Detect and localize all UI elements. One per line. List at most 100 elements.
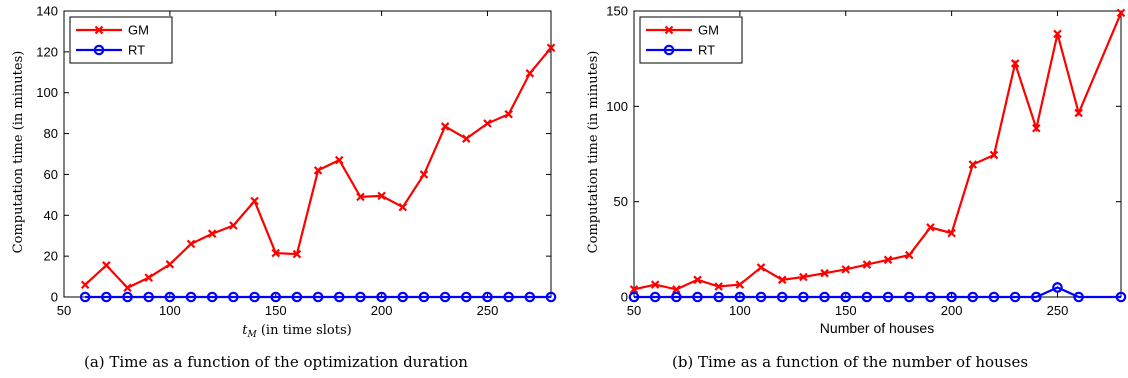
chart-b-series-gm-point xyxy=(947,228,956,238)
chart-b-series-gm-point xyxy=(672,285,681,294)
chart-a-y-tick-label: 60 xyxy=(44,167,58,182)
chart-a-y-tick-label: 120 xyxy=(36,44,58,59)
chart-b-y-tick-label: 100 xyxy=(606,99,628,114)
chart-b-series-rt-point xyxy=(840,291,852,303)
chart-a-legend-swatch-rt xyxy=(76,44,122,56)
chart-a-legend-label-gm: GM xyxy=(128,23,149,38)
chart-a-series-gm-point xyxy=(440,122,450,131)
chart-a-y-tick-label: 20 xyxy=(44,249,58,264)
chart-a-series-gm-point xyxy=(462,134,471,143)
chart-b-caption: (b) Time as a function of the number of … xyxy=(672,353,1028,371)
chart-b-series-gm-point xyxy=(777,275,787,285)
chart-a-series-rt-point xyxy=(461,291,472,303)
chart-b-series-gm-point xyxy=(1074,108,1083,118)
chart-b-series-gm-point xyxy=(926,223,935,232)
chart-b-series-rt-point xyxy=(1052,282,1063,293)
chart-b-legend-swatch-gm xyxy=(646,25,692,35)
chart-b-series-gm-point xyxy=(968,160,978,169)
chart-a-series-rt-point xyxy=(143,291,154,303)
chart-a-y-tick-label: 40 xyxy=(44,208,58,223)
chart-a-legend-box xyxy=(69,16,173,64)
chart-b-x-tick-label: 200 xyxy=(941,303,963,318)
chart-a-series-rt-point xyxy=(185,291,197,303)
chart-a-x-tick-label: 250 xyxy=(477,303,499,318)
chart-b-series-rt-point xyxy=(946,291,957,303)
chart-a-series-gm-point xyxy=(144,273,153,282)
chart-a-series-rt-point xyxy=(312,291,324,303)
chart-a-x-tick-label: 100 xyxy=(159,303,181,318)
chart-a-series-gm-point xyxy=(271,248,281,258)
chart-a-series-gm-point xyxy=(546,43,556,53)
chart-b-legend-swatch-rt xyxy=(646,44,692,56)
chart-b-y-axis-label: Computation time (in minutes) xyxy=(586,51,601,254)
chart-b-series-gm-point xyxy=(735,280,745,289)
chart-a-series-gm-point xyxy=(525,69,535,78)
chart-b-legend: GM RT xyxy=(639,16,743,64)
chart-b-series-rt-point xyxy=(798,291,809,303)
chart-a-series-rt-point xyxy=(101,291,112,303)
chart-b-series-rt-point xyxy=(649,291,661,303)
chart-b-series-rt-point xyxy=(776,291,788,303)
chart-b-series-gm-point xyxy=(629,285,639,294)
chart-b-series-rt-point xyxy=(1115,291,1127,303)
chart-a-series-gm-point xyxy=(356,192,365,202)
chart-a-legend-label-rt: RT xyxy=(128,43,145,58)
chart-a-y-tick-label: 100 xyxy=(36,85,58,100)
chart-a-series-gm-point xyxy=(165,260,175,269)
chart-a-series-rt-point xyxy=(206,291,218,303)
chart-a-series-gm-point xyxy=(102,261,111,270)
chart-b-series-gm-point xyxy=(989,150,999,160)
chart-a-legend-swatch-gm xyxy=(76,25,122,35)
chart-a-series-gm-point xyxy=(377,191,386,201)
chart-a-series-gm-point xyxy=(80,280,90,290)
chart-b-y-tick-label: 50 xyxy=(614,194,628,209)
chart-b-series-gm-point xyxy=(820,268,829,278)
chart-a-series-gm-point xyxy=(334,155,344,165)
chart-a-series-rt-point xyxy=(164,291,176,303)
chart-b-series-gm-point xyxy=(1053,29,1062,39)
chart-b-series-rt-point xyxy=(692,291,703,303)
chart-b-legend-label-gm: GM xyxy=(698,23,719,38)
chart-a-series-gm-point xyxy=(186,239,196,249)
chart-a-series-rt-point xyxy=(545,291,557,303)
chart-a-series-gm-point xyxy=(123,283,132,293)
chart-a-series-gm-point xyxy=(419,170,429,179)
chart-a-series-rt-point xyxy=(503,291,514,303)
chart-b-series-rt-point xyxy=(755,291,767,303)
chart-b-x-axis-label: Number of houses xyxy=(820,320,934,336)
chart-b-series-rt-point xyxy=(1009,291,1021,303)
chart-b-series-rt-line xyxy=(634,286,1121,299)
chart-a-series-rt-point xyxy=(79,291,91,303)
chart-b-series-gm-point xyxy=(1116,8,1126,18)
chart-a-y-tick-label: 0 xyxy=(51,290,58,305)
chart-a-x-axis-label-var: t xyxy=(242,323,248,338)
chart-b-legend-label-rt: RT xyxy=(698,43,715,58)
chart-b-series-rt-point xyxy=(713,291,724,303)
chart-b-legend-box xyxy=(639,16,743,64)
chart-a-y-axis-label: Computation time (in minutes) xyxy=(11,51,26,254)
chart-a: 50 100 150 200 250 0 20 40 60 80 100 120 140 GM RT (a)… xyxy=(11,4,557,371)
chart-a-series-gm-point xyxy=(313,166,323,175)
chart-b-x-tick-label: 50 xyxy=(627,303,641,318)
chart-a-x-tick-label: 50 xyxy=(57,303,71,318)
chart-b-series-gm-point xyxy=(1032,123,1041,133)
chart-b-series-rt-point xyxy=(903,291,915,303)
chart-b-series-rt-point xyxy=(671,291,682,303)
chart-b-series-gm-point xyxy=(650,280,660,289)
chart-b-series-gm-point xyxy=(693,275,702,285)
chart-a-series-rt-point xyxy=(249,291,260,303)
chart-b-x-tick-label: 250 xyxy=(1047,303,1069,318)
chart-a-series-rt-point xyxy=(333,291,345,303)
chart-b-series-rt-point xyxy=(925,291,936,303)
chart-a-series-gm-point xyxy=(292,249,302,259)
chart-a-y-tick-label: 80 xyxy=(44,126,58,141)
chart-a-series-rt-point xyxy=(524,291,536,303)
chart-a-series-rt-point xyxy=(439,291,451,303)
chart-a-series-rt-point xyxy=(482,291,493,303)
chart-a-plot-area: 50 100 150 200 250 0 20 40 60 80 100 120 140 GM RT xyxy=(36,4,557,318)
chart-a-x-tick-label: 200 xyxy=(371,303,393,318)
chart-a-series-rt-point xyxy=(228,291,239,303)
chart-b-series-rt-point xyxy=(734,291,746,303)
